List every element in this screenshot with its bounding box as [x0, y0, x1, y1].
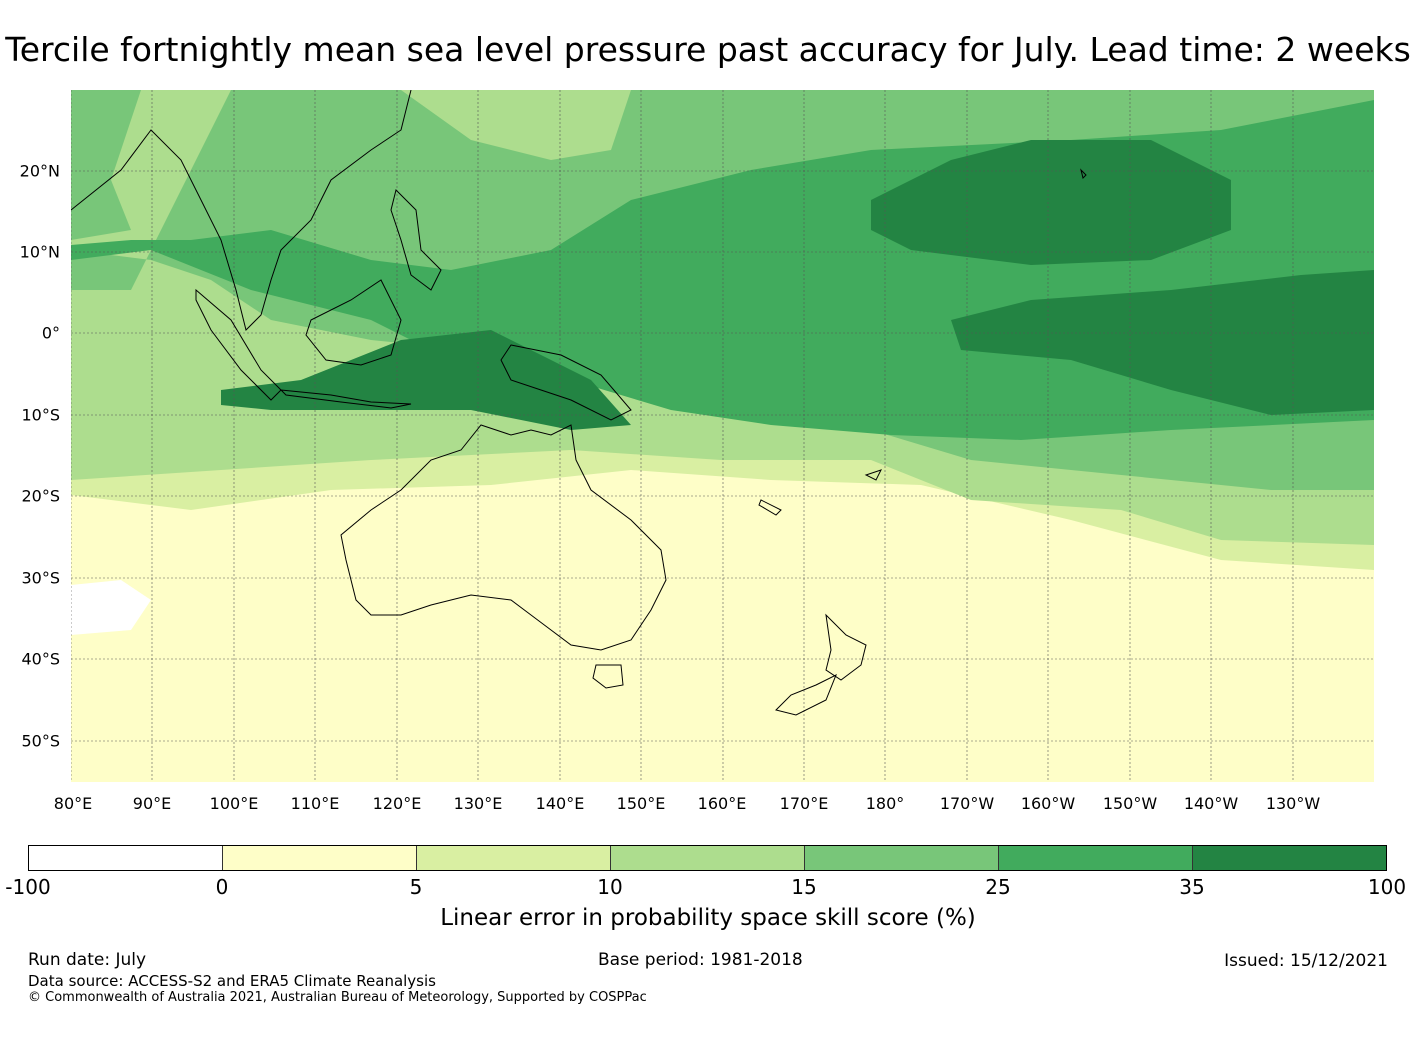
lon-label-170w: 170°W: [939, 794, 995, 813]
colorbar-segment-35-100: [1193, 846, 1386, 870]
base-period: Base period: 1981-2018: [598, 950, 803, 970]
lon-label-90e: 90°E: [132, 794, 172, 813]
lon-label-110e: 110°E: [290, 794, 340, 813]
copyright: © Commonwealth of Australia 2021, Austra…: [28, 990, 647, 1005]
colorbar-segment-10-15: [611, 846, 805, 870]
colorbar-tick-35: 35: [1179, 875, 1205, 899]
coastline-nz-south: [775, 673, 837, 716]
colorbar-tick-10: 10: [597, 875, 623, 899]
coastline-hawaii: [1080, 168, 1087, 179]
lon-label-120e: 120°E: [372, 794, 422, 813]
lat-label-20s: 20°S: [21, 486, 60, 506]
coastline-asia: [71, 90, 412, 331]
coastlines: [71, 90, 1087, 716]
lat-label-20n: 20°N: [19, 161, 60, 181]
skill-band-negative: [71, 580, 151, 635]
coastline-java: [279, 389, 412, 409]
coastline-fiji: [864, 469, 882, 481]
gridlines: [71, 90, 1374, 782]
colorbar-label: Linear error in probability space skill …: [440, 905, 976, 931]
colorbar-segment-neg100-0: [29, 846, 223, 870]
lon-label-180: 180°: [865, 794, 905, 813]
colorbar-tick-0: 0: [215, 875, 229, 899]
lon-label-130w: 130°W: [1265, 794, 1321, 813]
colorbar-tick-15: 15: [791, 875, 817, 899]
map-title: Tercile fortnightly mean sea level press…: [5, 30, 1411, 69]
colorbar-segment-25-35: [999, 846, 1193, 870]
run-date: Run date: July: [28, 950, 147, 970]
lat-label-50s: 50°S: [21, 731, 60, 751]
skill-band-35-100-north: [871, 140, 1231, 265]
lon-label-170e: 170°E: [779, 794, 829, 813]
map-svg: [71, 90, 1374, 782]
colorbar-segment-5-10: [417, 846, 611, 870]
colorbar-tick-5: 5: [409, 875, 423, 899]
skill-band-35-100-equator: [951, 270, 1374, 415]
skill-score-map: [71, 90, 1374, 782]
coastline-borneo: [305, 279, 402, 366]
lat-label-10s: 10°S: [21, 405, 60, 425]
skill-band-35-100-west: [221, 330, 631, 430]
lat-label-10n: 10°N: [19, 242, 60, 262]
coastline-new-guinea: [500, 344, 632, 421]
lon-label-160w: 160°W: [1020, 794, 1076, 813]
lat-label-40s: 40°S: [21, 649, 60, 669]
lon-label-130e: 130°E: [453, 794, 503, 813]
lon-label-140e: 140°E: [535, 794, 585, 813]
lon-label-100e: 100°E: [209, 794, 259, 813]
lat-label-0: 0°: [41, 323, 60, 343]
lon-label-160e: 160°E: [697, 794, 747, 813]
lon-label-150e: 150°E: [616, 794, 666, 813]
coastline-sumatra: [195, 288, 282, 401]
coastline-nz-north: [825, 613, 867, 681]
issued-date: Issued: 15/12/2021: [1224, 951, 1388, 971]
lon-label-150w: 150°W: [1102, 794, 1158, 813]
colorbar-tick-25: 25: [985, 875, 1011, 899]
colorbar-segment-0-5: [223, 846, 417, 870]
coastline-philippines: [390, 189, 442, 291]
colorbar: [28, 845, 1387, 871]
lat-label-30s: 30°S: [21, 568, 60, 588]
colorbar-tick-neg100: -100: [5, 875, 51, 899]
data-source: Data source: ACCESS-S2 and ERA5 Climate …: [28, 972, 436, 990]
lon-label-140w: 140°W: [1183, 794, 1239, 813]
colorbar-segment-15-25: [805, 846, 999, 870]
lon-label-80e: 80°E: [53, 794, 93, 813]
coastline-new-caledonia: [758, 499, 782, 516]
coastline-tasmania: [592, 664, 624, 689]
colorbar-tick-100: 100: [1367, 875, 1407, 899]
coastline-australia: [340, 424, 667, 651]
